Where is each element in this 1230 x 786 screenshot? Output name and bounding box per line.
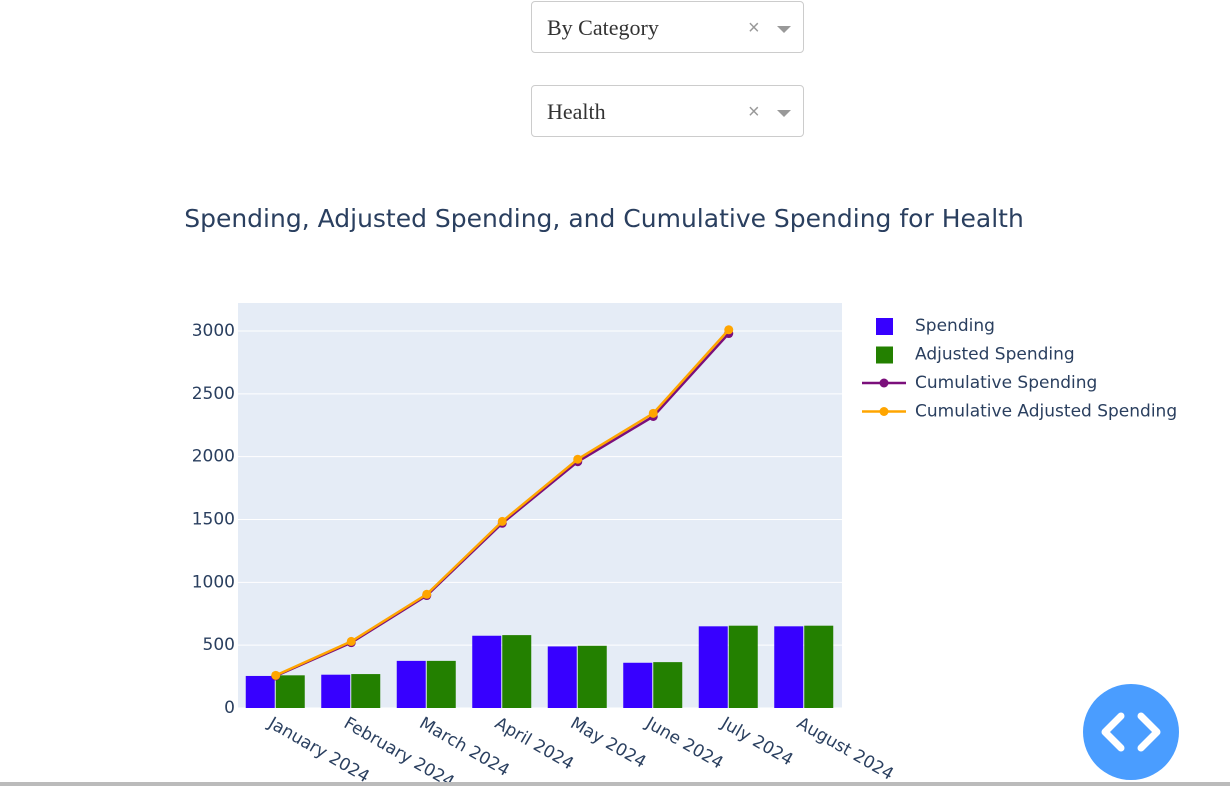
bar xyxy=(577,645,607,708)
x-tick-label: July 2024 xyxy=(717,713,796,770)
bar xyxy=(804,625,834,708)
category-dropdown[interactable]: Health × xyxy=(531,85,804,137)
code-toggle-button[interactable] xyxy=(1083,684,1179,780)
dropdown-value: Health xyxy=(547,99,606,124)
legend-swatch xyxy=(879,407,889,416)
y-tick-label: 3000 xyxy=(192,321,235,341)
bar xyxy=(653,662,683,708)
line-marker xyxy=(648,408,658,418)
bar xyxy=(396,660,426,708)
dropdown-value: By Category xyxy=(547,15,659,40)
line-marker xyxy=(573,454,583,464)
legend-swatch xyxy=(876,346,893,364)
y-tick-label: 1500 xyxy=(192,510,235,530)
legend-label: Cumulative Adjusted Spending xyxy=(915,402,1177,422)
view-dropdown[interactable]: By Category × xyxy=(531,1,804,53)
line-marker xyxy=(497,516,507,526)
legend-swatch xyxy=(876,318,893,335)
bar xyxy=(547,646,577,708)
bar xyxy=(502,635,532,708)
dropdown-arrow[interactable] xyxy=(777,26,791,33)
clear-button[interactable]: × xyxy=(748,101,760,123)
dropdown-arrow[interactable] xyxy=(777,110,791,117)
bar xyxy=(275,675,305,708)
bar xyxy=(351,674,381,708)
legend-label: Spending xyxy=(915,316,995,336)
line-marker xyxy=(271,670,281,680)
y-tick-label: 1000 xyxy=(192,572,235,592)
line-marker xyxy=(422,589,432,599)
legend-label: Adjusted Spending xyxy=(915,345,1075,365)
code-icon xyxy=(1101,712,1161,752)
y-tick-label: 500 xyxy=(203,635,235,655)
bar xyxy=(321,674,351,708)
bar xyxy=(698,626,728,708)
bar xyxy=(728,625,758,708)
x-tick-label: May 2024 xyxy=(567,713,650,772)
x-tick-label: August 2024 xyxy=(793,713,897,782)
line-marker xyxy=(724,325,734,335)
x-tick-label: June 2024 xyxy=(641,713,726,774)
bottom-border xyxy=(0,782,1230,786)
bar xyxy=(623,662,653,708)
chart-title: Spending, Adjusted Spending, and Cumulat… xyxy=(184,204,1024,233)
y-tick-label: 0 xyxy=(224,698,235,718)
bar xyxy=(426,660,456,708)
y-tick-label: 2000 xyxy=(192,447,235,467)
line-marker xyxy=(346,636,356,646)
legend-swatch xyxy=(879,378,889,388)
y-tick-label: 2500 xyxy=(192,384,235,404)
bar xyxy=(774,626,804,708)
bar xyxy=(245,675,275,708)
legend-label: Cumulative Spending xyxy=(915,373,1097,393)
clear-button[interactable]: × xyxy=(748,17,760,39)
bar xyxy=(472,635,502,708)
